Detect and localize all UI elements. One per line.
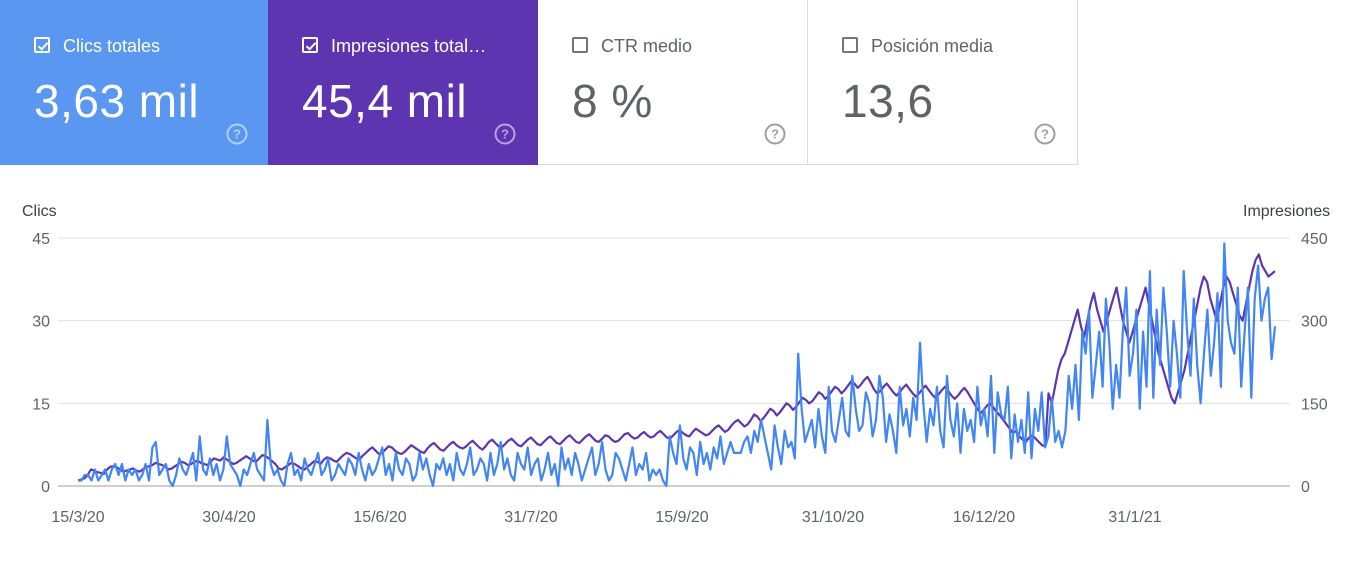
- metric-label: Impresiones total…: [331, 36, 487, 56]
- y-axis-title-right: Impresiones: [1243, 203, 1331, 220]
- x-tick-label: 30/4/20: [202, 509, 255, 526]
- metric-value: 8 %: [572, 75, 653, 127]
- y-tick-label-left: 15: [32, 396, 50, 413]
- metric-label: Clics totales: [63, 36, 161, 56]
- metric-card-clicks[interactable]: Clics totales 3,63 mil ?: [0, 0, 268, 165]
- y-tick-label-right: 0: [1301, 479, 1310, 496]
- x-tick-label: 15/3/20: [51, 509, 104, 526]
- metric-value: 3,63 mil: [34, 75, 200, 127]
- x-tick-label: 15/6/20: [353, 509, 406, 526]
- y-tick-label-right: 150: [1301, 396, 1328, 413]
- checkbox-checked-icon[interactable]: [302, 37, 318, 53]
- y-tick-label-left: 45: [32, 231, 50, 248]
- x-tick-label: 15/9/20: [655, 509, 708, 526]
- help-icon[interactable]: ?: [1033, 122, 1057, 146]
- x-tick-label: 31/1/21: [1108, 509, 1161, 526]
- x-tick-label: 31/10/20: [802, 509, 864, 526]
- svg-text:?: ?: [233, 127, 241, 142]
- svg-text:?: ?: [1041, 127, 1049, 142]
- svg-text:?: ?: [501, 127, 509, 142]
- y-axis-title-left: Clics: [22, 203, 57, 220]
- series-line-impressions: [77, 253, 1276, 482]
- series-line-clicks: [78, 242, 1277, 488]
- y-tick-label-right: 300: [1301, 314, 1328, 331]
- metric-label: Posición media: [871, 36, 994, 56]
- metric-value: 45,4 mil: [302, 75, 468, 127]
- metric-card-ctr[interactable]: CTR medio 8 % ?: [538, 0, 808, 165]
- metric-card-impressions[interactable]: Impresiones total… 45,4 mil ?: [268, 0, 538, 165]
- x-tick-label: 31/7/20: [504, 509, 557, 526]
- y-tick-label-left: 0: [41, 479, 50, 496]
- x-tick-label: 16/12/20: [953, 509, 1015, 526]
- metric-cards: Clics totales 3,63 mil ? Impresiones tot…: [0, 0, 1078, 165]
- y-tick-label-left: 30: [32, 314, 50, 331]
- metric-card-position[interactable]: Posición media 13,6 ?: [808, 0, 1078, 165]
- help-icon[interactable]: ?: [763, 122, 787, 146]
- y-tick-label-right: 450: [1301, 231, 1328, 248]
- svg-text:?: ?: [771, 127, 779, 142]
- help-icon[interactable]: ?: [225, 122, 249, 146]
- metric-label: CTR medio: [601, 36, 693, 56]
- checkbox-unchecked-icon[interactable]: [572, 37, 588, 53]
- checkbox-unchecked-icon[interactable]: [842, 37, 858, 53]
- metric-value: 13,6: [842, 75, 934, 127]
- help-icon[interactable]: ?: [493, 122, 517, 146]
- checkbox-checked-icon[interactable]: [34, 37, 50, 53]
